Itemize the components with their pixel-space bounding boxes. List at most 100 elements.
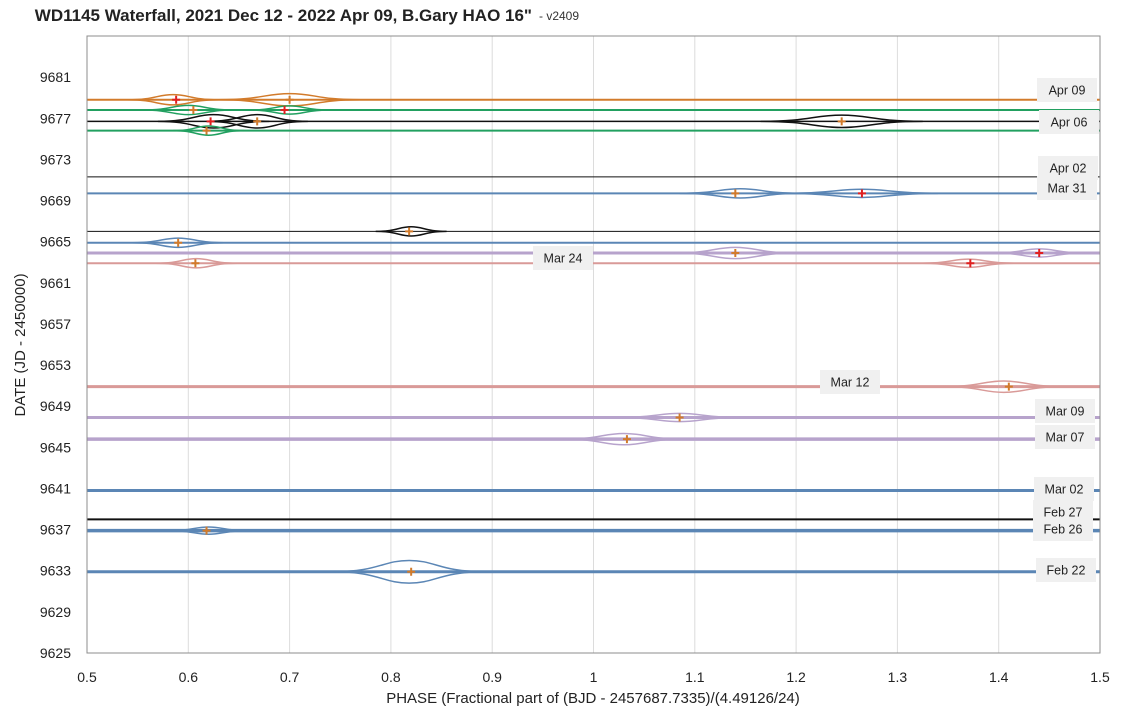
series-5: [87, 187, 1100, 199]
y-tick-label: 9641: [40, 480, 71, 496]
x-tick-label: 0.6: [179, 669, 199, 685]
dip-envelope: [618, 412, 741, 423]
date-label: Feb 22: [1047, 564, 1086, 578]
series-9: [87, 257, 1100, 269]
dip-marker: [253, 117, 262, 126]
y-tick-label: 9661: [40, 275, 71, 291]
date-label: Feb 27: [1044, 506, 1083, 520]
date-labels: Apr 09 Apr 06 Apr 02 Mar 31 Mar 24 Mar 12 Mar …: [533, 78, 1099, 582]
x-axis-label: PHASE (Fractional part of (BJD - 2457687…: [386, 690, 800, 707]
dip-marker: [966, 259, 975, 268]
dip-envelope: [674, 246, 797, 260]
date-label: Mar 31: [1048, 182, 1087, 196]
dip-envelope: [173, 125, 245, 136]
dip-envelope: [168, 526, 250, 535]
dip-marker: [1035, 248, 1044, 257]
date-label: Mar 02: [1045, 483, 1084, 497]
dip-marker: [1004, 382, 1013, 391]
dip-marker: [280, 106, 289, 115]
series-15: [87, 526, 1100, 535]
y-tick-label: 9653: [40, 357, 71, 373]
y-tick-label: 9637: [40, 522, 71, 538]
dip-envelope: [375, 226, 447, 237]
y-tick-label: 9649: [40, 398, 71, 414]
dip-envelope: [333, 559, 486, 584]
series-1: [87, 104, 1100, 116]
date-label: Mar 09: [1046, 405, 1085, 419]
date-label-box: [1035, 399, 1095, 423]
y-axis-label: DATE (JD - 2450000): [12, 273, 29, 416]
series-16: [87, 559, 1100, 584]
date-label-box: [1036, 558, 1096, 582]
date-label-box: [1033, 517, 1093, 541]
y-tick-label: 9665: [40, 234, 71, 250]
x-tick-label: 0.9: [482, 669, 502, 685]
dip-marker: [285, 95, 294, 104]
y-tick-label: 9645: [40, 439, 71, 455]
date-label: Mar 12: [831, 376, 870, 390]
dip-marker: [622, 435, 631, 444]
date-label: Mar 24: [544, 252, 583, 266]
date-label: Apr 02: [1050, 162, 1087, 176]
series-6: [87, 226, 1100, 237]
dip-marker: [731, 248, 740, 257]
y-tick-label: 9677: [40, 110, 71, 126]
y-tick-label: 9633: [40, 563, 71, 579]
date-label: Apr 09: [1049, 84, 1086, 98]
date-label: Feb 26: [1044, 523, 1083, 537]
y-tick-label: 9669: [40, 193, 71, 209]
y-tick-label: 9625: [40, 645, 71, 661]
dip-envelope: [785, 188, 938, 199]
x-tick-label: 0.8: [381, 669, 401, 685]
date-label-box: [1037, 176, 1097, 200]
series-11: [87, 412, 1100, 423]
x-tick-label: 0.7: [280, 669, 300, 685]
dip-envelope: [132, 237, 224, 249]
date-label-box: [820, 370, 880, 394]
dip-envelope: [563, 432, 685, 446]
series-group: [87, 92, 1100, 584]
x-tick-label: 1: [590, 669, 598, 685]
series-7: [87, 237, 1100, 249]
dip-envelope: [760, 114, 923, 129]
date-label: Mar 07: [1046, 431, 1085, 445]
y-tick-label: 9629: [40, 604, 71, 620]
dip-envelope: [142, 104, 234, 116]
plot-frame: [86, 35, 1101, 654]
date-label-box: [1039, 110, 1099, 134]
dip-marker: [857, 189, 866, 198]
y-tick-label: 9657: [40, 316, 71, 332]
dip-marker: [675, 413, 684, 422]
date-label: Apr 06: [1051, 116, 1088, 130]
dip-marker: [202, 126, 211, 135]
series-0: [87, 92, 1100, 107]
x-tick-label: 1.5: [1090, 669, 1110, 685]
dip-envelope: [206, 113, 308, 129]
series-2: [87, 113, 1100, 129]
series-8: [87, 246, 1100, 260]
date-label-box: [533, 246, 593, 270]
dip-envelope: [249, 105, 331, 115]
dip-marker: [206, 117, 215, 126]
gridlines: [187, 36, 1000, 653]
dip-marker: [202, 526, 211, 535]
dip-marker: [837, 117, 846, 126]
x-tick-label: 1.2: [786, 669, 806, 685]
y-tick-label: 9681: [40, 69, 71, 85]
dip-marker: [172, 95, 181, 104]
x-tick-label: 1.4: [989, 669, 1009, 685]
y-tick-label: 9673: [40, 151, 71, 167]
dip-marker: [731, 189, 740, 198]
x-tick-label: 1.1: [685, 669, 705, 685]
dip-envelope: [155, 257, 237, 269]
dip-marker: [191, 259, 200, 268]
dip-marker: [407, 567, 416, 576]
series-10: [87, 380, 1100, 394]
date-label-box: [1037, 78, 1097, 102]
chart-subtitle: - v2409: [539, 9, 579, 23]
axis-ticks: 0.5 0.6 0.7 0.8 0.9 1 1.1 1.2 1.3 1.4 1.5 9625 9629 9…: [40, 69, 1110, 685]
x-tick-label: 1.3: [888, 669, 908, 685]
series-3: [87, 125, 1100, 136]
